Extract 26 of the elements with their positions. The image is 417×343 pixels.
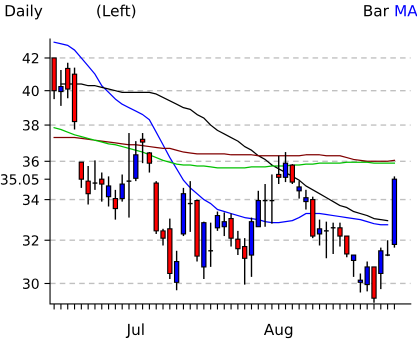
candlestick [268, 174, 275, 224]
candlestick [126, 132, 132, 218]
x-tick-label: Jul [126, 323, 144, 338]
y-tick-label: 42 [22, 52, 38, 64]
y-tick-label: 30 [23, 278, 39, 289]
y-tick-label: 34 [23, 194, 39, 206]
y-tick-label: 38 [23, 120, 39, 131]
candlestick [146, 151, 152, 174]
y-tick-label: 40 [22, 86, 39, 96]
candlestick [133, 140, 138, 182]
line-series [54, 136, 396, 162]
candlestick [296, 180, 302, 200]
y-tick-label: 32 [23, 235, 38, 246]
y-tick-label: 36 [23, 156, 39, 167]
y-tick-label: 35.05 [0, 174, 38, 185]
chart-subtitle: (Left) [97, 4, 136, 18]
text: Bar [364, 5, 389, 16]
candlestick [106, 176, 112, 208]
candlestick [350, 254, 356, 278]
chart-title: Daily [6, 4, 42, 20]
x-tick-label: Aug [264, 324, 292, 338]
candlestick [78, 162, 84, 189]
candlestick [140, 132, 146, 164]
candlestick [323, 220, 330, 259]
candlestick [330, 222, 336, 255]
candlestick [208, 222, 214, 268]
